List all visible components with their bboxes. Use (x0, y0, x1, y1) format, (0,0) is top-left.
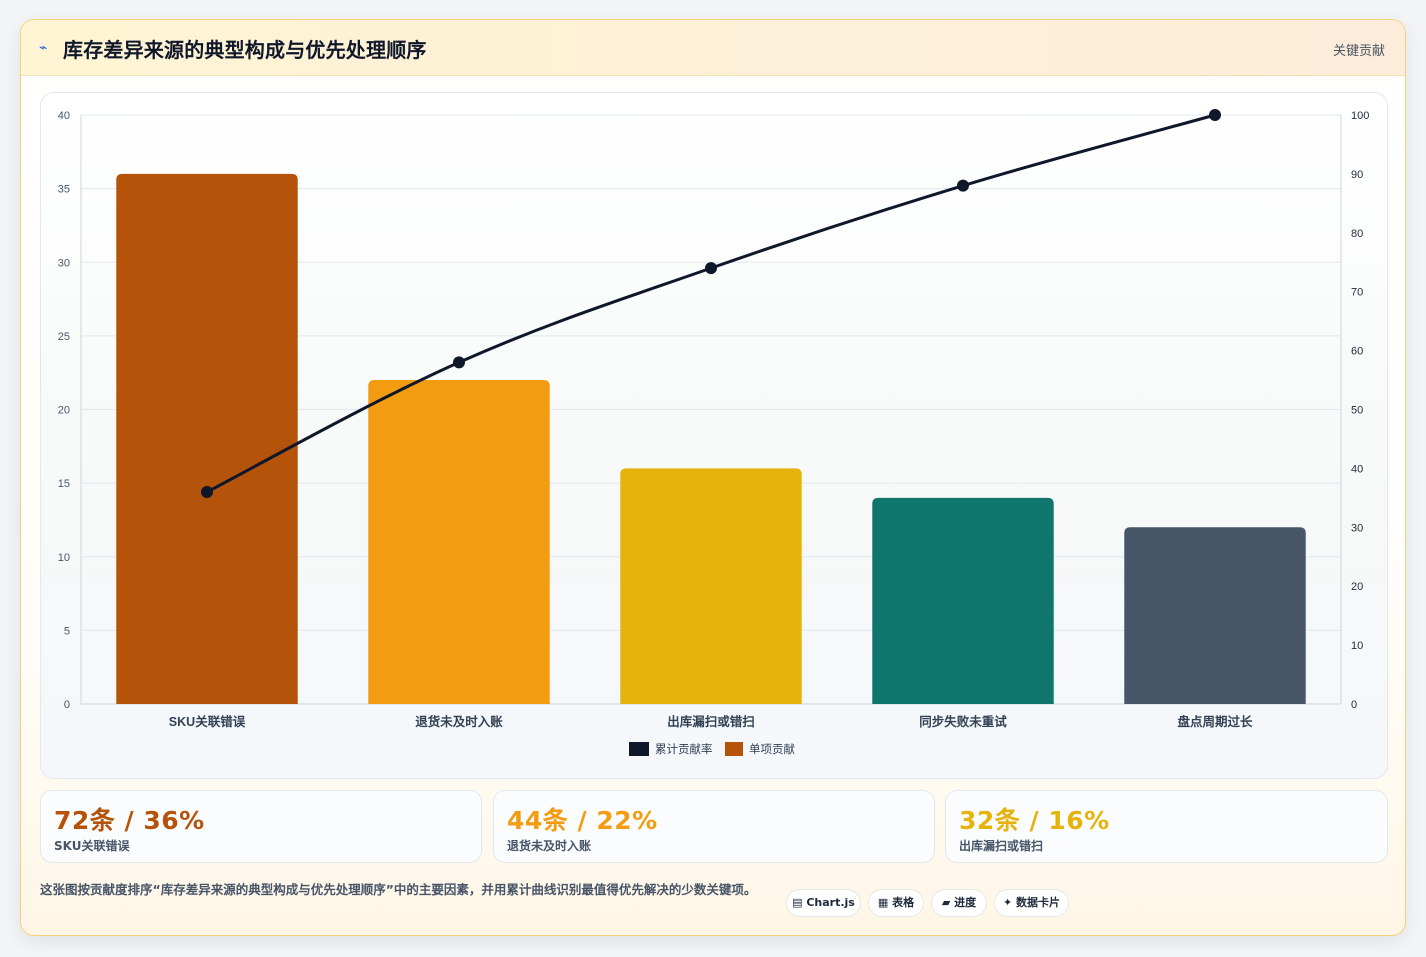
x-tick-label: 盘点周期过长 (1177, 714, 1253, 729)
kpi-label: SKU关联错误 (54, 839, 130, 853)
y-right-tick-label: 90 (1351, 169, 1363, 181)
y-left-tick-label: 25 (58, 331, 70, 343)
chip-table[interactable]: ▦ 表格 (868, 889, 924, 917)
y-right-tick-label: 70 (1351, 287, 1363, 299)
x-tick-label: 出库漏扫或错扫 (667, 714, 755, 729)
line-point (957, 179, 969, 192)
y-right-tick-label: 30 (1351, 522, 1363, 534)
chip-progress[interactable]: ▰ 进度 (931, 889, 987, 917)
bar (1124, 527, 1306, 704)
line-point (453, 356, 465, 369)
bar (116, 173, 298, 704)
kpi-label: 退货未及时入账 (507, 839, 592, 853)
legend-swatch-cumulative (629, 742, 649, 756)
bar (872, 497, 1054, 704)
y-left-tick-label: 40 (58, 110, 70, 122)
header-tag: 关键贡献 (1332, 44, 1385, 59)
y-left-tick-label: 15 (58, 478, 70, 490)
bar (368, 380, 550, 704)
legend-swatch-single (725, 742, 743, 756)
page-title: 库存差异来源的典型构成与优先处理顺序 (63, 38, 427, 62)
bar (620, 468, 802, 704)
y-left-tick-label: 20 (58, 405, 70, 417)
y-right-tick-label: 10 (1351, 640, 1363, 652)
y-left-tick-label: 35 (58, 184, 70, 196)
card-header: ⌁ 库存差异来源的典型构成与优先处理顺序 关键贡献 (21, 20, 1405, 76)
line-point (1209, 109, 1221, 121)
legend-label-single: 单项贡献 (749, 742, 795, 756)
kpi-card-1: 72条 / 36% SKU关联错误 (40, 790, 482, 863)
x-tick-label: SKU关联错误 (169, 714, 246, 729)
chip-data-card[interactable]: ✦ 数据卡片 (994, 889, 1069, 917)
y-right-tick-label: 60 (1351, 346, 1363, 358)
pareto-chart: 0 5 10 15 20 25 30 35 40 0 10 20 30 40 50 60 70 80 90 100 SK… (58, 109, 1369, 756)
kpi-card-2: 44条 / 22% 退货未及时入账 (493, 790, 935, 863)
y-right-tick-label: 20 (1351, 581, 1363, 593)
kpi-value: 32条 / 16% (959, 806, 1110, 835)
line-point (201, 485, 213, 498)
y-right-tick-label: 0 (1351, 699, 1357, 711)
x-tick-label: 退货未及时入账 (415, 714, 503, 729)
y-right-tick-label: 40 (1351, 463, 1363, 475)
y-left-tick-label: 0 (64, 699, 70, 711)
cumulative-line (206, 113, 1216, 494)
y-left-tick-label: 10 (58, 552, 70, 564)
pulse-icon: ⌁ (39, 40, 48, 56)
kpi-card-3: 32条 / 16% 出库漏扫或错扫 (945, 790, 1388, 863)
legend-label-cumulative: 累计贡献率 (655, 742, 713, 756)
y-right-tick-label: 50 (1351, 405, 1363, 417)
chip-chartjs[interactable]: ▤ Chart.js (786, 889, 861, 917)
footer-note: 这张图按贡献度排序“库存差异来源的典型构成与优先处理顺序”中的主要因素，并用累计… (40, 882, 757, 897)
kpi-value: 72条 / 36% (54, 806, 205, 835)
kpi-value: 44条 / 22% (507, 806, 658, 835)
line-point (705, 262, 717, 275)
y-left-tick-label: 5 (64, 625, 70, 637)
y-right-tick-label: 80 (1351, 228, 1363, 240)
y-left-tick-label: 30 (58, 257, 70, 269)
y-right-tick-label: 100 (1351, 110, 1369, 122)
x-tick-label: 同步失败未重试 (919, 714, 1007, 729)
chart-panel: 0 5 10 15 20 25 30 35 40 0 10 20 30 40 50 60 70 80 90 100 SK… (40, 92, 1388, 779)
chart-card: ⌁ 库存差异来源的典型构成与优先处理顺序 关键贡献 0 5 10 15 20 25 30 35… (20, 19, 1406, 936)
kpi-label: 出库漏扫或错扫 (959, 839, 1044, 853)
